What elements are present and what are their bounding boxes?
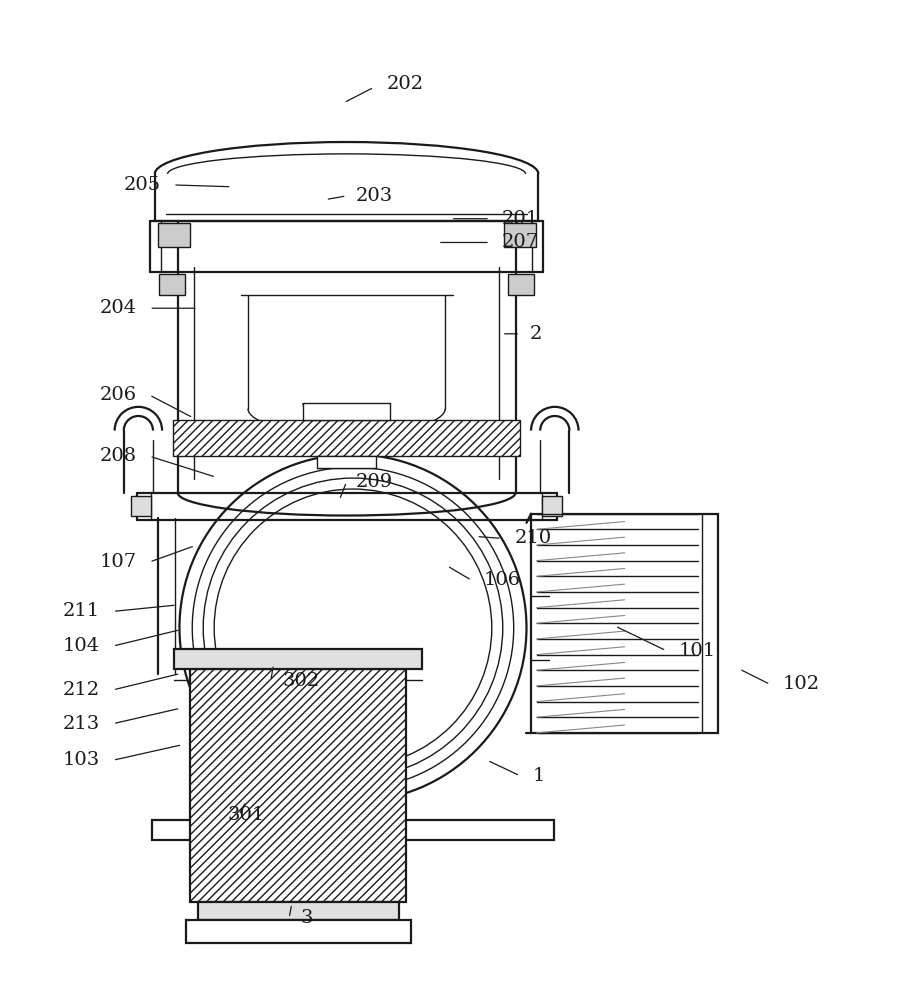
Text: 107: 107 xyxy=(100,553,136,571)
Bar xyxy=(186,920,410,943)
Text: 206: 206 xyxy=(100,386,136,404)
Text: 209: 209 xyxy=(355,473,393,491)
Bar xyxy=(191,669,406,902)
Bar xyxy=(174,649,422,669)
Bar xyxy=(198,902,398,920)
Text: 207: 207 xyxy=(502,233,539,251)
Text: 204: 204 xyxy=(100,299,136,317)
Bar xyxy=(173,420,520,456)
Text: 103: 103 xyxy=(63,751,100,769)
Bar xyxy=(508,274,534,295)
Text: 212: 212 xyxy=(63,681,100,699)
Text: 102: 102 xyxy=(782,675,819,693)
Text: 3: 3 xyxy=(301,909,313,927)
Bar xyxy=(317,456,376,468)
Text: 2: 2 xyxy=(529,325,541,343)
Text: 201: 201 xyxy=(502,210,539,228)
Bar xyxy=(542,496,562,516)
Text: 202: 202 xyxy=(387,75,424,93)
Text: 1: 1 xyxy=(533,767,545,785)
Text: 203: 203 xyxy=(355,187,393,205)
Bar xyxy=(159,274,185,295)
Text: 106: 106 xyxy=(484,571,520,589)
Text: 213: 213 xyxy=(63,715,100,733)
Bar xyxy=(303,403,390,420)
Text: 210: 210 xyxy=(515,529,551,547)
Text: 205: 205 xyxy=(124,176,161,194)
Bar xyxy=(131,496,151,516)
Text: 104: 104 xyxy=(63,637,100,655)
Text: 211: 211 xyxy=(63,602,100,620)
Circle shape xyxy=(180,454,527,801)
Bar xyxy=(152,820,554,840)
Text: 302: 302 xyxy=(283,672,320,690)
Text: 301: 301 xyxy=(228,806,265,824)
Text: 208: 208 xyxy=(100,447,136,465)
Bar xyxy=(158,223,190,247)
Bar xyxy=(531,514,718,733)
Bar xyxy=(504,223,536,247)
Text: 101: 101 xyxy=(679,642,716,660)
